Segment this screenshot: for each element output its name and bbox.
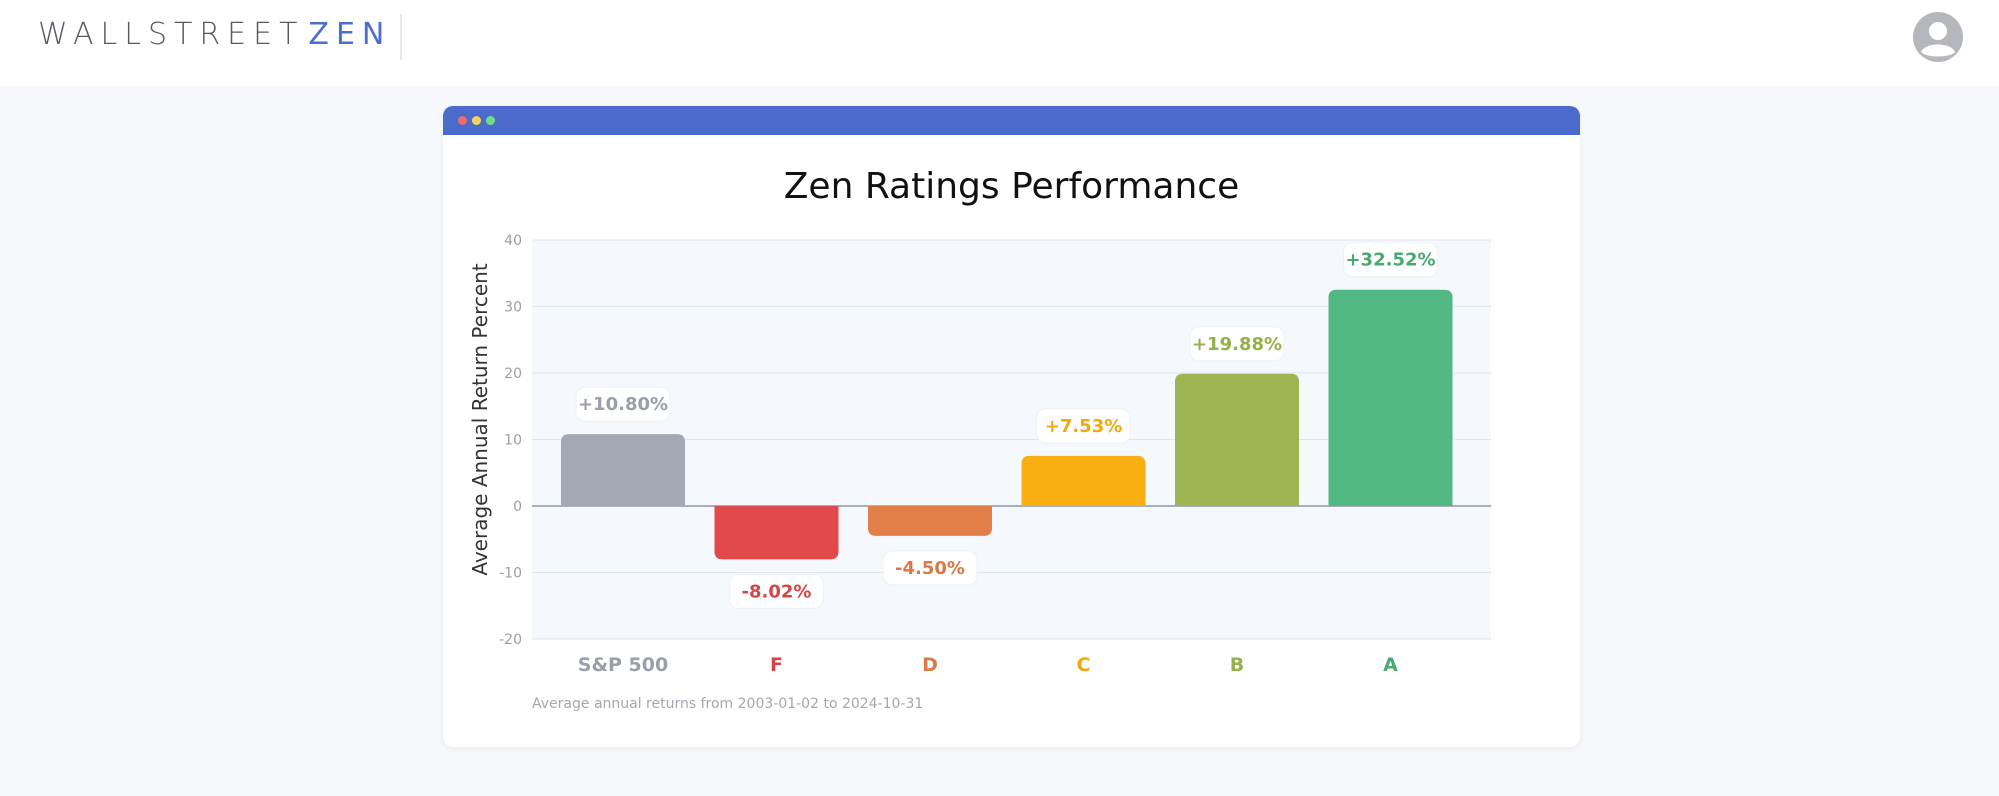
- category-label: B: [1230, 654, 1244, 676]
- value-label: -4.50%: [895, 558, 965, 579]
- window-dot-green-icon: [486, 116, 495, 125]
- value-label: -8.02%: [742, 581, 812, 602]
- bar-c: [1021, 455, 1146, 506]
- y-tick-label: 20: [504, 366, 522, 382]
- value-label-pill: [729, 573, 824, 609]
- user-circle-icon[interactable]: [1912, 11, 1964, 63]
- bar-f: [714, 506, 839, 560]
- bar-s-p-500: [561, 434, 685, 506]
- y-tick-label: -20: [499, 632, 522, 648]
- bar-b: [1175, 373, 1299, 506]
- value-label: +19.88%: [1192, 334, 1282, 355]
- y-tick-label: 30: [504, 300, 522, 316]
- window-dot-yellow-icon: [472, 116, 481, 125]
- logo[interactable]: WALLSTREET ZEN: [38, 14, 391, 54]
- value-label-pill: [882, 550, 978, 586]
- chart-footnote: Average annual returns from 2003-01-02 t…: [532, 696, 924, 712]
- y-axis-label: Average Annual Return Percent: [468, 263, 492, 576]
- value-label-pill: [1189, 326, 1285, 362]
- value-label: +7.53%: [1045, 416, 1123, 437]
- value-label: +10.80%: [578, 394, 668, 415]
- category-label: C: [1077, 654, 1091, 676]
- bar-chart: 40 30 20 10 0 -10 -20 Average Annual Return Per…: [468, 233, 1491, 676]
- bar-a: [1328, 289, 1453, 506]
- y-tick-label: 40: [504, 233, 522, 249]
- logo-text-primary: WALLSTREET: [38, 16, 305, 52]
- category-label: F: [770, 654, 783, 676]
- value-label-pill: [575, 386, 671, 422]
- header-divider: [400, 14, 402, 60]
- y-tick-label: 0: [513, 499, 522, 515]
- y-tick-label: -10: [499, 566, 522, 582]
- chart-title: Zen Ratings Performance: [783, 166, 1240, 207]
- value-label: +32.52%: [1345, 250, 1435, 271]
- bar-d: [868, 506, 992, 536]
- card-window-bar: [443, 106, 1580, 135]
- logo-text-accent: ZEN: [308, 16, 392, 52]
- y-tick-label: 10: [504, 433, 522, 449]
- chart-card: Zen Ratings Performance 40 30 20 10 0 -10 -20 A…: [443, 106, 1580, 747]
- window-dot-red-icon: [458, 116, 467, 125]
- top-navigation-bar: WALLSTREET ZEN: [0, 0, 1999, 86]
- value-label-pill: [1036, 408, 1131, 444]
- category-label: D: [922, 654, 938, 676]
- category-label: S&P 500: [578, 654, 668, 676]
- value-label-pill: [1343, 242, 1438, 278]
- category-label: A: [1383, 654, 1398, 676]
